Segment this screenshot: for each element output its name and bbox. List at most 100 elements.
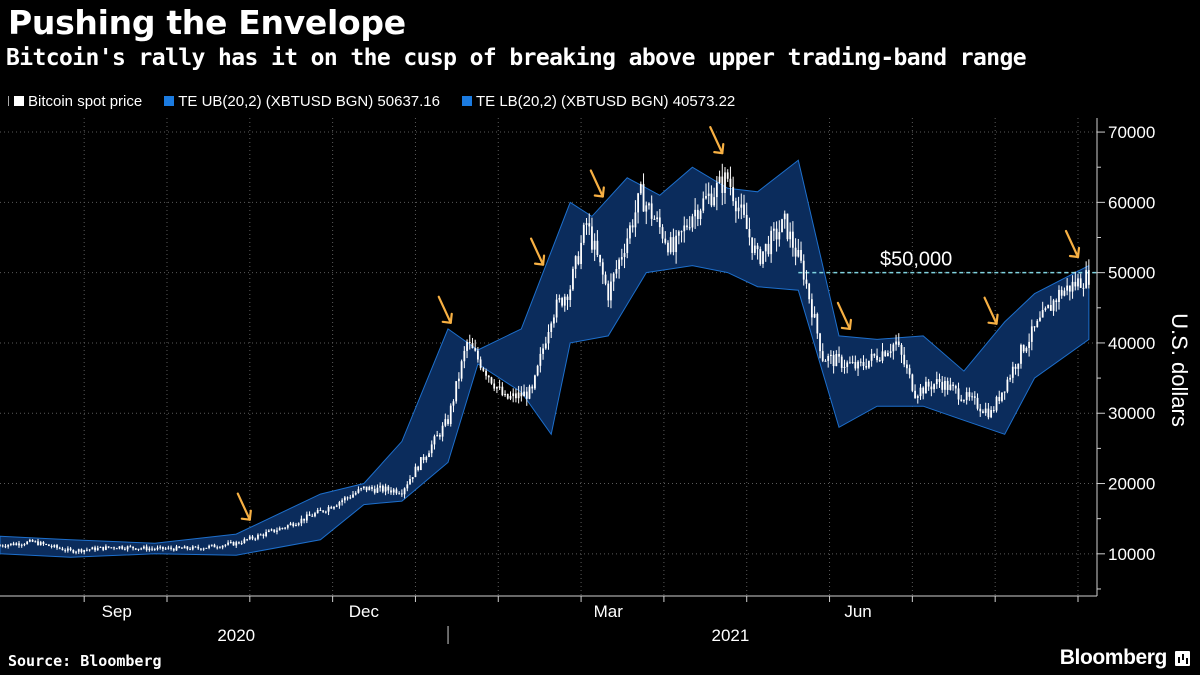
candle-body xyxy=(726,172,729,179)
candle-body xyxy=(300,518,303,524)
candle-body xyxy=(791,231,794,248)
candle-body xyxy=(235,542,238,546)
candle-body xyxy=(721,176,724,193)
candle-body xyxy=(1028,341,1031,348)
candle-body xyxy=(949,384,952,390)
candle-body xyxy=(710,193,713,206)
reference-line-label: $50,000 xyxy=(880,249,952,271)
candle-body xyxy=(696,209,699,219)
candle-body xyxy=(324,511,327,513)
candle-body xyxy=(409,479,411,485)
candle-body xyxy=(411,477,414,480)
candle-body xyxy=(802,260,805,280)
candle-body xyxy=(661,227,664,239)
candle-body xyxy=(1017,363,1020,369)
candle-body xyxy=(868,360,870,368)
candle-body xyxy=(645,205,648,212)
candle-body xyxy=(536,365,539,376)
candle-body xyxy=(984,408,987,413)
candle-body xyxy=(322,510,325,512)
candle-body xyxy=(577,256,580,264)
candle-body xyxy=(172,548,175,551)
candle-body xyxy=(31,539,34,542)
candle-body xyxy=(531,386,534,389)
candle-body xyxy=(447,419,449,424)
candle-body xyxy=(756,245,759,250)
candle-body xyxy=(61,548,64,551)
candle-body xyxy=(724,172,726,193)
x-tick-label: Jun xyxy=(844,602,871,621)
candle-body xyxy=(477,350,479,360)
candle-body xyxy=(558,298,561,300)
candle-body xyxy=(151,548,153,550)
candle-body xyxy=(178,546,181,548)
legend-label-lower-band: TE LB(20,2) (XBTUSD BGN) 40573.22 xyxy=(476,92,736,110)
year-label: 2020 xyxy=(217,626,255,645)
candle-body xyxy=(797,249,800,257)
candle-body xyxy=(153,548,156,550)
candle-body xyxy=(474,348,477,351)
year-label: 2021 xyxy=(712,626,750,645)
candle-body xyxy=(992,410,995,412)
candle-body xyxy=(132,546,134,549)
y-tick-label: 70000 xyxy=(1108,123,1155,142)
candle-body xyxy=(175,546,178,551)
candle-body xyxy=(1074,281,1077,287)
candle-body xyxy=(737,207,740,212)
candle-body xyxy=(517,392,520,399)
candle-body xyxy=(612,273,615,282)
candle-body xyxy=(42,542,45,545)
candle-body xyxy=(64,550,67,552)
legend-swatch-blue xyxy=(164,96,175,106)
y-tick-label: 10000 xyxy=(1108,545,1155,564)
candle-body xyxy=(963,400,965,402)
candle-body xyxy=(216,547,219,549)
candle-body xyxy=(140,548,143,550)
candle-body xyxy=(4,546,7,548)
candle-body xyxy=(417,466,420,471)
candle-body xyxy=(944,380,946,390)
candle-body xyxy=(827,355,830,361)
candle-body xyxy=(775,228,778,240)
legend-item-spot: Bitcoin spot price xyxy=(8,93,142,110)
y-tick-label: 30000 xyxy=(1108,404,1155,423)
candle-body xyxy=(343,497,346,501)
candle-body xyxy=(1049,305,1052,311)
candle-body xyxy=(1036,320,1039,328)
candle-body xyxy=(965,392,968,401)
candle-body xyxy=(1077,278,1079,287)
candle-body xyxy=(968,392,971,397)
candle-body xyxy=(658,217,661,228)
candle-body xyxy=(37,541,39,546)
candle-body xyxy=(1030,326,1033,342)
candle-body xyxy=(471,343,474,349)
candle-body xyxy=(550,323,553,332)
candle-body xyxy=(441,425,444,437)
candle-body xyxy=(542,348,544,354)
candle-body xyxy=(881,351,884,361)
candle-body xyxy=(213,544,216,548)
candle-body xyxy=(878,360,881,362)
candle-body xyxy=(319,510,322,512)
candle-body xyxy=(933,384,935,390)
candle-body xyxy=(246,539,248,541)
candle-body xyxy=(1085,270,1088,288)
candle-body xyxy=(906,364,908,369)
candle-body xyxy=(197,546,200,549)
candle-body xyxy=(91,547,94,550)
candle-body xyxy=(425,456,428,461)
candle-body xyxy=(973,396,976,398)
candle-body xyxy=(493,383,496,389)
candle-body xyxy=(126,546,129,550)
legend-item-upper-band: TE UB(20,2) (XBTUSD BGN) 50637.16 xyxy=(164,93,440,110)
candle-body xyxy=(599,254,601,263)
candle-body xyxy=(387,486,390,491)
candle-body xyxy=(528,386,531,399)
candle-body xyxy=(843,366,846,368)
candle-body xyxy=(916,396,919,398)
candle-body xyxy=(786,213,789,240)
y-tick-label: 50000 xyxy=(1108,264,1155,283)
legend-swatch-white xyxy=(14,96,24,106)
candle-body xyxy=(873,353,876,356)
candle-body xyxy=(438,435,441,437)
